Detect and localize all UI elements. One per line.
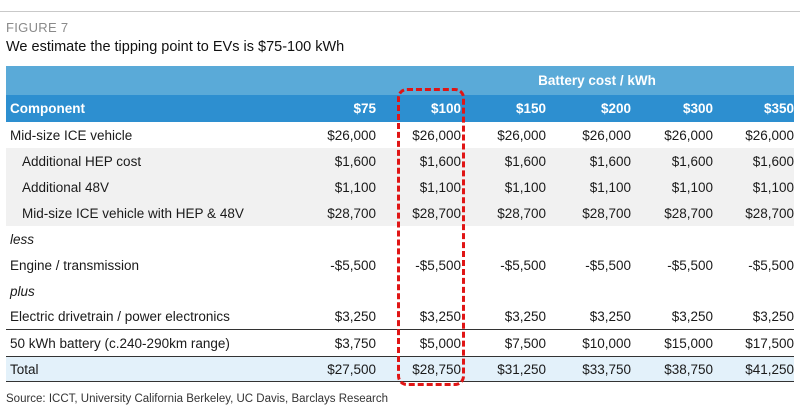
table-cell: $1,600 — [334, 153, 376, 169]
table-cell: $3,250 — [589, 309, 631, 324]
row-label: plus — [10, 283, 35, 299]
top-rule — [0, 11, 800, 12]
column-header: $75 — [353, 101, 376, 116]
table-cell: $28,700 — [497, 205, 546, 221]
row-label: Mid-size ICE vehicle — [10, 127, 133, 143]
column-header: $200 — [600, 101, 631, 116]
figure-label: FIGURE 7 — [6, 20, 69, 35]
table-cell: $26,000 — [497, 127, 546, 143]
table-column-header: Component $75 $100 $150 $200 $300 $350 — [6, 95, 794, 122]
column-header: $150 — [515, 101, 546, 116]
table-cell: $17,500 — [745, 335, 794, 351]
table-row: less — [6, 226, 794, 252]
table-row-total: Total $27,500 $28,750 $31,250 $33,750 $3… — [6, 356, 794, 382]
battery-cost-header: Battery cost / kWh — [538, 73, 656, 88]
table-cell: -$5,500 — [748, 257, 794, 273]
row-label: 50 kWh battery (c.240-290km range) — [10, 335, 230, 351]
table-row: 50 kWh battery (c.240-290km range) $3,75… — [6, 330, 794, 356]
table-cell: $3,250 — [334, 309, 376, 324]
column-header: $300 — [682, 101, 713, 116]
component-header: Component — [10, 101, 85, 116]
row-label: Mid-size ICE vehicle with HEP & 48V — [22, 205, 244, 221]
table-cell: -$5,500 — [585, 257, 631, 273]
table-cell: $28,750 — [412, 361, 461, 377]
table-cell: $3,250 — [504, 309, 546, 324]
table-cell: $1,600 — [504, 153, 546, 169]
table-cell: -$5,500 — [330, 257, 376, 273]
table-cell: $1,100 — [334, 179, 376, 195]
table-cell: $1,600 — [671, 153, 713, 169]
table-cell: $26,000 — [664, 127, 713, 143]
table-row: Engine / transmission -$5,500 -$5,500 -$… — [6, 252, 794, 278]
table-cell: $28,700 — [745, 205, 794, 221]
row-label: Engine / transmission — [10, 257, 140, 273]
row-label: Additional 48V — [22, 179, 110, 195]
table-group-header: Battery cost / kWh — [6, 66, 794, 95]
source-note: Source: ICCT, University California Berk… — [6, 393, 388, 405]
table-cell: $1,100 — [419, 179, 461, 195]
table-cell: $28,700 — [582, 205, 631, 221]
table-row: Mid-size ICE vehicle with HEP & 48V $28,… — [6, 200, 794, 226]
table-cell: $28,700 — [664, 205, 713, 221]
table-cell: $3,750 — [334, 335, 376, 351]
table-cell: $33,750 — [582, 361, 631, 377]
row-label: Additional HEP cost — [22, 153, 142, 169]
table-cell: $28,700 — [327, 205, 376, 221]
table-row: Mid-size ICE vehicle $26,000 $26,000 $26… — [6, 122, 794, 148]
table-cell: $28,700 — [412, 205, 461, 221]
table-cell: $1,100 — [671, 179, 713, 195]
table-cell: $26,000 — [745, 127, 794, 143]
table-cell: $5,000 — [419, 335, 461, 351]
table-cell: -$5,500 — [500, 257, 546, 273]
table-cell: $1,600 — [752, 153, 794, 169]
table-row: Additional 48V $1,100 $1,100 $1,100 $1,1… — [6, 174, 794, 200]
table-cell: $27,500 — [327, 361, 376, 377]
table-cell: $41,250 — [745, 361, 794, 377]
column-header: $350 — [763, 101, 794, 116]
table-cell: $26,000 — [327, 127, 376, 143]
table-cell: $3,250 — [752, 309, 794, 324]
column-header: $100 — [430, 101, 461, 116]
table-cell: $7,500 — [504, 335, 546, 351]
table-cell: $26,000 — [412, 127, 461, 143]
table-row: Electric drivetrain / power electronics … — [6, 304, 794, 330]
table-row: plus — [6, 278, 794, 304]
table-cell: $1,600 — [589, 153, 631, 169]
table-cell: $3,250 — [419, 309, 461, 324]
table-cell: -$5,500 — [415, 257, 461, 273]
table-cell: $1,100 — [504, 179, 546, 195]
table-cell: $1,100 — [752, 179, 794, 195]
table-cell: $38,750 — [664, 361, 713, 377]
figure-title: We estimate the tipping point to EVs is … — [6, 39, 345, 55]
table-cell: $1,100 — [589, 179, 631, 195]
table-cell: $31,250 — [497, 361, 546, 377]
row-label: less — [10, 231, 35, 247]
table-cell: -$5,500 — [667, 257, 713, 273]
row-label: Total — [10, 361, 39, 377]
row-label: Electric drivetrain / power electronics — [10, 309, 230, 324]
cost-table: Battery cost / kWh Component $75 $100 $1… — [6, 66, 794, 382]
table-row: Additional HEP cost $1,600 $1,600 $1,600… — [6, 148, 794, 174]
table-cell: $26,000 — [582, 127, 631, 143]
table-cell: $1,600 — [419, 153, 461, 169]
table-cell: $3,250 — [671, 309, 713, 324]
table-cell: $10,000 — [582, 335, 631, 351]
table-cell: $15,000 — [664, 335, 713, 351]
